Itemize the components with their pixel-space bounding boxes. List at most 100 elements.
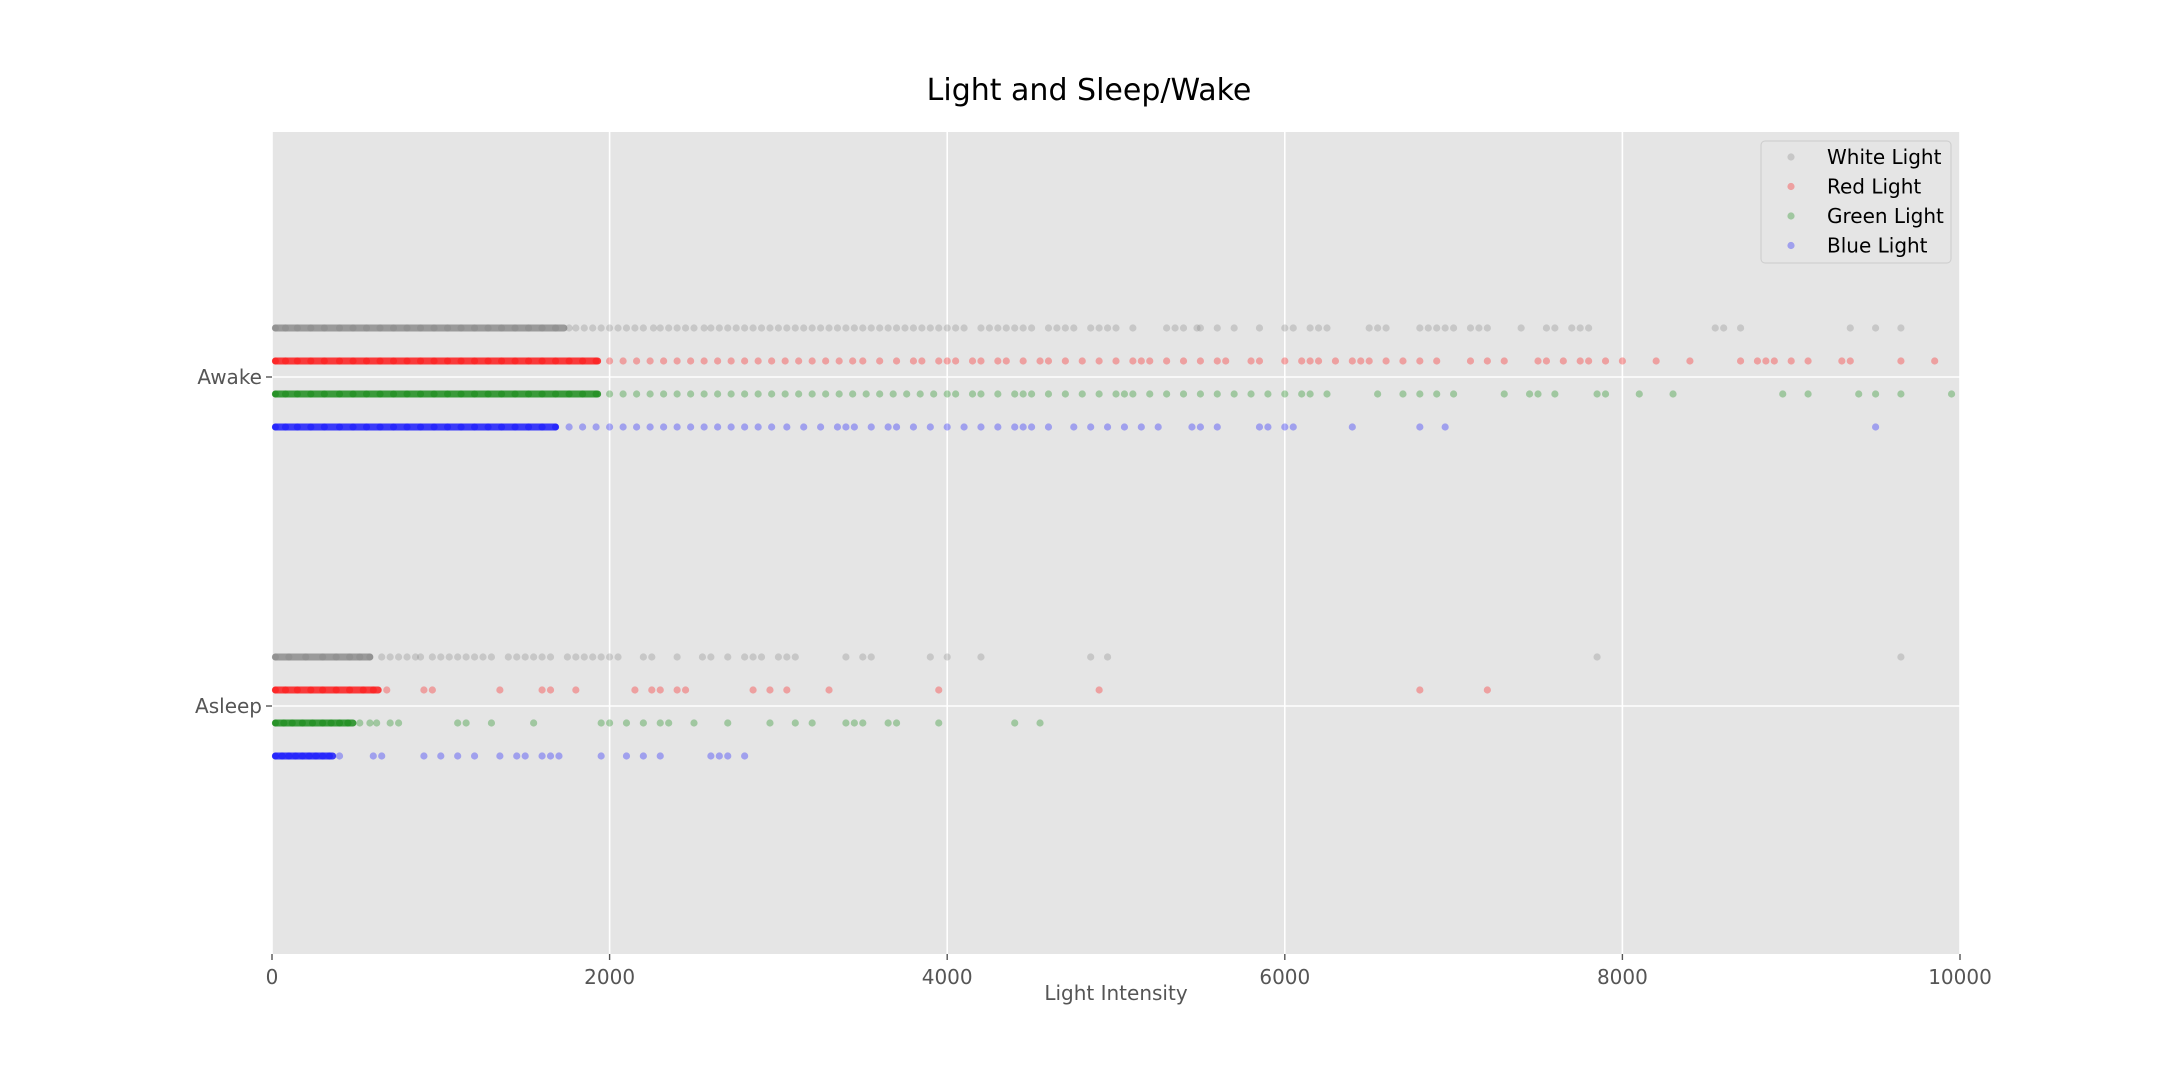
scatter-point bbox=[1129, 357, 1137, 365]
scatter-point bbox=[496, 686, 504, 694]
scatter-point bbox=[1585, 324, 1593, 332]
scatter-point bbox=[428, 653, 436, 661]
scatter-point bbox=[622, 752, 631, 760]
scatter-point bbox=[1036, 719, 1044, 727]
scatter-point bbox=[1281, 390, 1289, 398]
scatter-point bbox=[648, 653, 656, 661]
scatter-point bbox=[454, 719, 462, 727]
scatter-point bbox=[335, 357, 344, 365]
scatter-point bbox=[437, 752, 445, 760]
scatter-point bbox=[551, 357, 560, 365]
scatter-point bbox=[319, 686, 327, 694]
scatter-point bbox=[521, 653, 529, 661]
scatter-point bbox=[715, 324, 723, 332]
scatter-point bbox=[749, 324, 757, 332]
scatter-point bbox=[281, 324, 290, 332]
scatter-point bbox=[454, 752, 462, 760]
scatter-point bbox=[1433, 390, 1441, 398]
scatter-point bbox=[1095, 686, 1103, 694]
scatter-point bbox=[1171, 324, 1179, 332]
scatter-point bbox=[597, 752, 605, 760]
scatter-point bbox=[597, 653, 605, 661]
scatter-point bbox=[741, 423, 749, 431]
scatter-point bbox=[994, 423, 1002, 431]
scatter-point bbox=[1475, 324, 1483, 332]
scatter-point bbox=[524, 423, 533, 431]
scatter-point bbox=[293, 324, 301, 332]
scatter-point bbox=[470, 324, 479, 332]
scatter-point bbox=[889, 390, 897, 398]
scatter-point bbox=[1095, 357, 1103, 365]
scatter-point bbox=[700, 357, 708, 365]
scatter-point bbox=[614, 653, 622, 661]
scatter-point bbox=[335, 390, 344, 398]
scatter-point bbox=[335, 719, 344, 727]
scatter-point bbox=[1365, 357, 1373, 365]
scatter-point bbox=[1542, 324, 1551, 332]
scatter-point bbox=[1163, 324, 1171, 332]
scatter-point bbox=[497, 423, 506, 431]
scatter-point bbox=[646, 357, 654, 365]
scatter-point bbox=[1011, 423, 1019, 431]
scatter-point bbox=[757, 324, 766, 332]
scatter-point bbox=[1416, 390, 1424, 398]
scatter-point bbox=[833, 324, 842, 332]
scatter-point bbox=[707, 653, 715, 661]
x-axis-ticks: 0 2000 4000 6000 8000 10000 bbox=[266, 954, 1992, 989]
scatter-point bbox=[271, 752, 279, 760]
dense-band-asleep bbox=[272, 653, 374, 661]
scatter-point bbox=[783, 324, 791, 332]
scatter-points bbox=[271, 324, 1956, 760]
scatter-point bbox=[578, 423, 587, 431]
scatter-point bbox=[524, 390, 533, 398]
scatter-point bbox=[892, 357, 901, 365]
scatter-point bbox=[462, 719, 470, 727]
scatter-point bbox=[1213, 357, 1221, 365]
scatter-point bbox=[700, 423, 708, 431]
chart-title: Light and Sleep/Wake bbox=[927, 73, 1252, 108]
scatter-point bbox=[985, 324, 994, 332]
scatter-point bbox=[430, 357, 438, 365]
scatter-point bbox=[487, 719, 496, 727]
scatter-point bbox=[319, 653, 327, 661]
scatter-point bbox=[1872, 423, 1880, 431]
scatter-point bbox=[1483, 357, 1491, 365]
scatter-point bbox=[714, 390, 722, 398]
scatter-point bbox=[1087, 653, 1095, 661]
scatter-point bbox=[592, 423, 600, 431]
scatter-point bbox=[1601, 357, 1610, 365]
scatter-point bbox=[681, 686, 690, 694]
legend-item: White Light bbox=[1787, 145, 1942, 169]
scatter-point bbox=[307, 324, 315, 332]
scatter-point bbox=[707, 324, 715, 332]
scatter-point bbox=[1314, 357, 1323, 365]
scatter-point bbox=[690, 324, 698, 332]
scatter-point bbox=[606, 653, 614, 661]
scatter-point bbox=[1593, 653, 1601, 661]
scatter-point bbox=[530, 719, 538, 727]
scatter-point bbox=[768, 357, 776, 365]
scatter-point bbox=[754, 390, 762, 398]
scatter-point bbox=[732, 324, 740, 332]
scatter-point bbox=[344, 719, 352, 727]
scatter-point bbox=[935, 686, 943, 694]
scatter-point bbox=[850, 324, 858, 332]
scatter-point bbox=[1450, 390, 1458, 398]
scatter-point bbox=[943, 324, 951, 332]
y-axis-ticks: Asleep Awake bbox=[195, 365, 272, 718]
scatter-point bbox=[278, 752, 286, 760]
scatter-point bbox=[817, 324, 825, 332]
scatter-point bbox=[470, 390, 479, 398]
scatter-point bbox=[589, 324, 597, 332]
scatter-point bbox=[1011, 390, 1019, 398]
scatter-point bbox=[1686, 357, 1694, 365]
scatter-point bbox=[633, 357, 641, 365]
scatter-point bbox=[850, 423, 858, 431]
scatter-point bbox=[867, 324, 875, 332]
scatter-point bbox=[1551, 390, 1559, 398]
scatter-point bbox=[903, 390, 911, 398]
scatter-point bbox=[565, 390, 573, 398]
scatter-point bbox=[884, 423, 892, 431]
scatter-point bbox=[457, 423, 465, 431]
scatter-point bbox=[715, 752, 723, 760]
